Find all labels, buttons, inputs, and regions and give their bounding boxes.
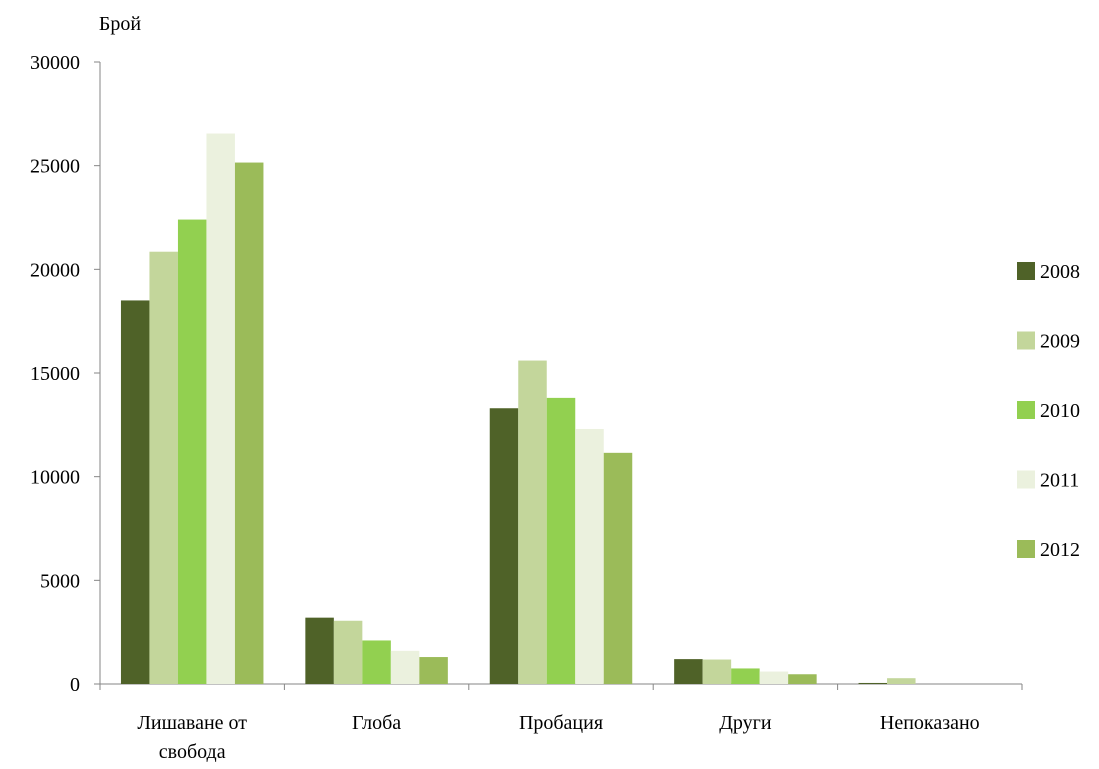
bar-2008-3 [674,659,703,684]
bar-2012-0 [234,162,264,685]
legend-label-2008: 2008 [1040,261,1080,283]
y-tick-label: 20000 [30,259,80,281]
y-axis-label: Брой [99,13,141,35]
bar-2009-3 [702,659,732,684]
bar-2008-4 [858,682,888,684]
x-tick-label: Непоказано [880,712,980,734]
bar-2009-0 [149,251,178,684]
legend-label-2012: 2012 [1040,539,1080,561]
x-tick-label-line: Глоба [352,712,401,734]
legend: 2008 2009 2010 2011 2012 [1017,261,1080,561]
legend-swatch-2011 [1017,470,1035,489]
y-tick-label: 0 [70,674,80,696]
bar-2009-4 [887,678,916,684]
y-tick-label: 25000 [30,156,80,178]
bar-2011-0 [206,133,235,684]
legend-label-2009: 2009 [1040,331,1080,353]
x-tick-label-line: Други [719,712,772,734]
bar-2009-2 [518,360,547,684]
x-tick-labels: Лишаване от свобода Глоба Пробация Други Непо… [137,712,979,763]
x-tick-label-line: свобода [159,741,226,763]
bar-2008-1 [305,617,334,684]
bar-2010-3 [731,668,760,684]
bar-2008-2 [489,408,519,684]
x-tick-label-line: Пробация [519,712,603,734]
bar-2011-2 [575,428,604,684]
x-ticks [99,684,1023,690]
bar-2010-2 [546,397,576,684]
legend-swatch-2010 [1017,401,1035,419]
bar-2010-0 [177,219,207,684]
bar-2010-1 [362,640,391,684]
bar-2011-1 [390,650,420,684]
bar-2011-3 [759,671,789,684]
x-tick-label: Глоба [352,712,401,734]
legend-label-2011: 2011 [1040,470,1079,492]
y-ticks: 0 5000 10000 15000 20000 25000 30000 [30,52,100,696]
legend-swatch-2009 [1017,331,1035,350]
legend-label-2010: 2010 [1040,400,1080,422]
bar-2012-1 [419,657,448,684]
legend-swatch-2012 [1017,540,1035,558]
x-tick-label: Лишаване от свобода [137,712,247,763]
x-tick-label-line: Непоказано [880,712,980,734]
x-tick-label: Пробация [519,712,603,734]
bar-2008-0 [120,300,150,684]
x-tick-label-line: Лишаване от [137,712,247,734]
bar-2012-3 [788,674,817,684]
x-tick-label: Други [719,712,772,734]
y-tick-label: 15000 [30,363,80,385]
bar-2012-2 [603,452,633,684]
bar-2009-1 [333,620,363,684]
y-tick-label: 10000 [30,467,80,489]
y-tick-label: 30000 [30,52,80,74]
bars [120,133,916,685]
y-tick-label: 5000 [40,570,80,592]
legend-swatch-2008 [1017,262,1035,280]
